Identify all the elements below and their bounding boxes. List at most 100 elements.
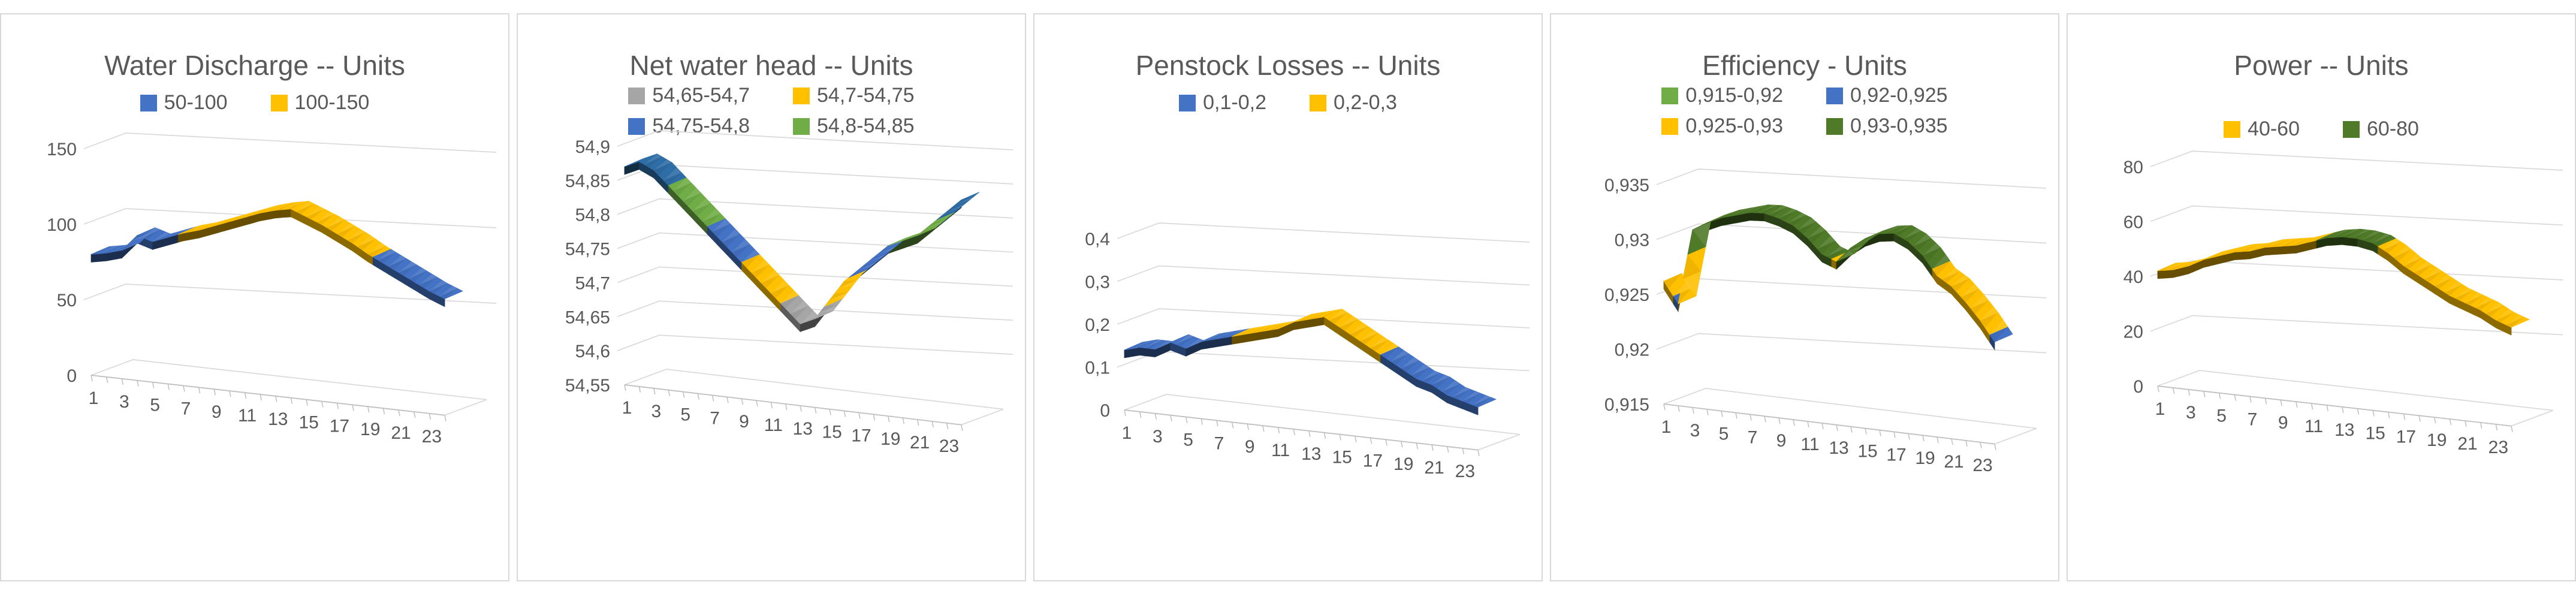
x-axis-tick xyxy=(1951,438,1953,445)
legend-label: 54,7-54,75 xyxy=(817,84,915,107)
surface-facet xyxy=(1390,354,1409,365)
y-tick-label: 0,92 xyxy=(1615,340,1649,360)
surface-facet xyxy=(780,296,799,309)
surface-facet xyxy=(316,212,335,222)
surface-facet xyxy=(1980,306,1998,321)
x-tick-label: 9 xyxy=(1245,437,1255,457)
x-axis-tick xyxy=(814,407,817,414)
gridline xyxy=(83,208,497,228)
x-tick-label: 3 xyxy=(651,402,662,421)
surface-facet xyxy=(1155,341,1174,349)
surface-facet xyxy=(1904,228,1922,239)
surface-facet xyxy=(2311,240,2317,250)
gridline xyxy=(617,266,1013,287)
gridline xyxy=(83,284,497,304)
surface-facet xyxy=(2383,239,2402,250)
x-axis-tick xyxy=(1262,425,1265,432)
x-tick-label: 15 xyxy=(1857,442,1877,462)
y-tick-label: 54,6 xyxy=(575,342,610,361)
surface-facet xyxy=(327,219,345,231)
surface-facet xyxy=(306,209,325,220)
surface-facet xyxy=(1693,222,1711,230)
surface-facet xyxy=(2454,290,2473,301)
legend-label: 0,2-0,3 xyxy=(1334,91,1397,114)
surface-facet xyxy=(188,231,194,240)
surface-facet xyxy=(1798,222,1816,234)
surface-facet xyxy=(429,283,448,294)
x-tick-label: 13 xyxy=(1301,444,1321,464)
surface-facet xyxy=(2342,236,2348,246)
surface-facet xyxy=(1421,373,1440,383)
x-axis-tick xyxy=(398,409,400,417)
surface-facet xyxy=(956,192,980,204)
gridline xyxy=(83,132,497,153)
x-tick-label: 23 xyxy=(1455,462,1475,481)
surface-facet xyxy=(927,219,945,228)
surface-facet xyxy=(2465,295,2484,306)
x-axis-tick xyxy=(275,396,277,402)
legend-label: 0,93-0,935 xyxy=(1850,114,1948,137)
x-axis-tick xyxy=(1879,430,1881,436)
surface-facet xyxy=(2296,243,2301,254)
surface-facet xyxy=(2306,241,2312,251)
surface-facet xyxy=(800,316,819,324)
chart-legend: 0,1-0,2 0,2-0,3 xyxy=(1034,91,1542,114)
surface-facet xyxy=(2178,261,2197,269)
surface-facet xyxy=(2424,271,2442,283)
surface-facet xyxy=(2213,255,2220,266)
surface-facet xyxy=(1370,340,1389,351)
surface-facet xyxy=(347,232,366,243)
surface-facet xyxy=(1432,375,1450,385)
legend-swatch xyxy=(628,117,645,135)
surface-facet xyxy=(1165,336,1184,345)
x-axis-line xyxy=(1124,409,1479,451)
x-axis-tick xyxy=(873,414,876,421)
x-axis-tick xyxy=(2434,417,2436,424)
x-axis-tick xyxy=(1936,436,1939,444)
surface-facet xyxy=(116,250,122,260)
legend-label: 0,92-0,925 xyxy=(1850,84,1948,107)
x-axis-tick xyxy=(2449,418,2452,426)
surface-facet xyxy=(819,304,838,313)
legend-item: 50-100 xyxy=(140,91,228,114)
x-axis-tick xyxy=(2495,424,2498,430)
surface-facet xyxy=(378,249,396,261)
surface-facet xyxy=(260,212,266,221)
surface-facet xyxy=(663,173,682,186)
surface-facet xyxy=(2311,234,2330,242)
legend-swatch xyxy=(1661,87,1679,104)
surface-facet xyxy=(1390,350,1409,362)
surface-facet xyxy=(439,286,458,297)
surface-facet xyxy=(2363,231,2381,240)
surface-facet xyxy=(399,261,417,273)
x-axis-tick xyxy=(336,403,339,409)
surface-facet xyxy=(378,252,396,264)
x-axis-tick xyxy=(244,392,247,399)
surface-facet xyxy=(296,204,315,215)
legend-item: 100-150 xyxy=(270,91,369,114)
surface-facet xyxy=(1735,214,1741,224)
x-axis-tick xyxy=(1247,424,1249,430)
x-tick-label: 15 xyxy=(2365,424,2385,444)
surface-facet xyxy=(2475,300,2494,310)
surface-facet xyxy=(1971,300,1989,315)
surface-facet xyxy=(399,264,417,276)
surface-facet xyxy=(152,231,171,242)
x-tick-label: 15 xyxy=(298,413,318,433)
legend-label: 50-100 xyxy=(164,91,228,114)
surface-facet xyxy=(1664,273,1682,289)
surface-facet xyxy=(1473,395,1491,405)
x-axis-tick xyxy=(1980,442,1982,448)
surface-facet xyxy=(1749,212,1755,221)
y-tick-label: 60 xyxy=(2123,213,2143,233)
surface-facet xyxy=(1268,329,1274,339)
surface-facet xyxy=(898,234,916,243)
x-tick-label: 11 xyxy=(1800,435,1819,454)
surface-facet xyxy=(1827,246,1845,257)
surface-facet xyxy=(1472,397,1497,408)
x-tick-label: 3 xyxy=(2186,403,2196,423)
surface-facet xyxy=(1913,234,1931,246)
surface-facet xyxy=(1759,212,1765,222)
surface-facet xyxy=(1951,275,1969,287)
surface-facet xyxy=(91,254,96,263)
